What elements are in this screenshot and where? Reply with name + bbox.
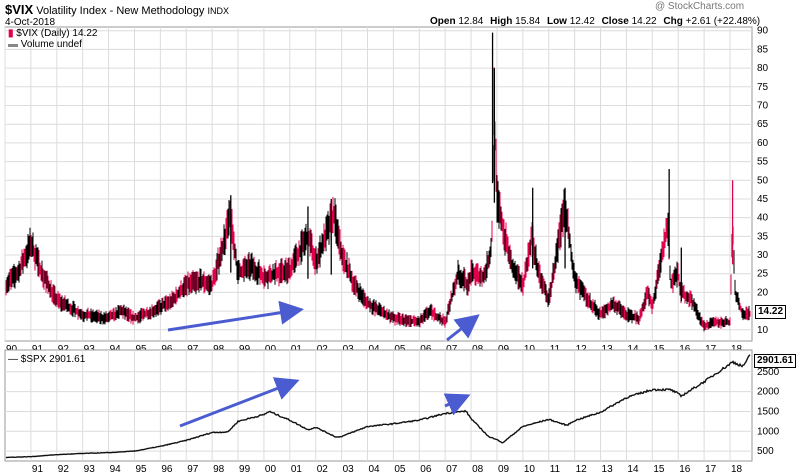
high-value: 15.84 (515, 16, 541, 27)
vix-y-tick-label: 85 (757, 44, 769, 55)
spx-y-tick-label: 1500 (757, 406, 780, 417)
volume-legend-label: Volume undef (20, 39, 82, 50)
exchange: INDX (207, 6, 229, 16)
close-value: 14.22 (631, 16, 657, 27)
spx-x-tick-label: 00 (265, 464, 277, 475)
vix-y-tick-label: 25 (757, 269, 769, 280)
vix-y-tick-label: 75 (757, 82, 769, 93)
spx-legend-label: $SPX 2901.61 (20, 354, 86, 365)
vix-panel: 1015202530354045505560657075808590909192… (4, 26, 769, 355)
spx-x-tick-label: 18 (731, 464, 743, 475)
spx-plot-area (4, 349, 753, 462)
spx-x-tick-label: 91 (32, 464, 44, 475)
spx-x-tick-label: 04 (368, 464, 380, 475)
ohlc-readout: Open 12.84 High 15.84 Low 12.42 Close 14… (430, 16, 760, 27)
vix-legend-label: $VIX (Daily) 14.22 (16, 28, 98, 39)
spx-x-tick-label: 03 (343, 464, 355, 475)
vix-y-tick-label: 35 (757, 231, 769, 242)
spx-y-tick-label: 2000 (757, 387, 780, 398)
spx-panel: 500 1000 1500 2000 2500 91 92 93 94 95 96 97 98 99 00 0… (4, 349, 780, 475)
close-label: Close (601, 16, 629, 27)
spx-y-tick-label: 500 (757, 446, 774, 457)
spx-x-tick-label: 17 (705, 464, 717, 475)
spx-x-tick-label: 94 (110, 464, 122, 475)
vix-y-tick-label: 20 (757, 287, 769, 298)
vix-y-tick-label: 10 (757, 325, 769, 336)
vix-trend-arrow-1 (167, 300, 304, 332)
vix-bars (5, 32, 751, 332)
chart-date: 4-Oct-2018 (5, 17, 56, 28)
open-value: 12.84 (458, 16, 484, 27)
vix-y-tick-label: 80 (757, 63, 769, 74)
high-label: High (490, 16, 513, 27)
spx-x-tick-label: 12 (576, 464, 588, 475)
vix-y-tick-label: 40 (757, 213, 769, 224)
vix-y-tick-label: 50 (757, 175, 769, 186)
spx-x-tick-label: 14 (627, 464, 639, 475)
spx-x-tick-label: 13 (602, 464, 614, 475)
vix-y-tick-label: 55 (757, 157, 769, 168)
vix-y-tick-label: 45 (757, 194, 769, 205)
spx-x-tick-label: 05 (394, 464, 406, 475)
spx-x-tick-label: 15 (653, 464, 665, 475)
vix-y-tick-label: 60 (757, 138, 769, 149)
vix-trend-arrow-2 (446, 314, 480, 342)
spx-x-tick-label: 16 (679, 464, 691, 475)
spx-x-tick-label: 10 (524, 464, 536, 475)
vix-y-tick-label: 65 (757, 119, 769, 130)
spx-x-tick-label: 08 (472, 464, 484, 475)
spx-x-tick-label: 92 (58, 464, 70, 475)
ticker-name: Volatility Index - New Methodology (36, 5, 205, 17)
spx-x-tick-label: 02 (317, 464, 329, 475)
spx-y-tick-label: 1000 (757, 426, 780, 437)
vix-y-tick-label: 30 (757, 250, 769, 261)
spx-x-tick-label: 98 (213, 464, 225, 475)
spx-x-tick-label: 01 (291, 464, 303, 475)
spx-trend-arrow-1 (179, 377, 300, 428)
chg-label: Chg (663, 16, 683, 27)
low-label: Low (546, 16, 567, 27)
spx-last-value-badge: 2901.61 (754, 354, 797, 368)
spx-x-tick-label: 93 (84, 464, 96, 475)
spx-x-tick-label: 99 (239, 464, 251, 475)
vix-last-value-badge: 14.22 (755, 305, 787, 319)
vix-legend: ▮ $VIX (Daily) 14.22 ▬ Volume undef (8, 28, 98, 50)
spx-x-tick-label: 95 (135, 464, 147, 475)
low-value: 12.42 (569, 16, 595, 27)
spx-price-line (6, 354, 751, 459)
vix-y-tick-label: 90 (757, 26, 769, 37)
spx-x-tick-label: 06 (420, 464, 432, 475)
vix-y-tick-label: 70 (757, 101, 769, 112)
spx-y-tick-label: 2500 (757, 367, 780, 378)
ticker-symbol: $VIX (5, 2, 34, 17)
chart-header: $VIX Volatility Index - New Methodology … (5, 2, 229, 17)
spx-x-tick-label: 97 (187, 464, 199, 475)
watermark: @ StockCharts.com (655, 1, 745, 12)
spx-x-tick-label: 96 (161, 464, 173, 475)
spx-x-tick-label: 11 (550, 464, 561, 475)
chg-value: +2.61 (+22.48%) (685, 16, 761, 27)
open-label: Open (430, 16, 456, 27)
spx-trend-arrow-2 (443, 393, 471, 416)
spx-legend: — $SPX 2901.61 (8, 354, 86, 365)
annotations (167, 300, 480, 428)
spx-x-tick-label: 07 (446, 464, 458, 475)
spx-x-tick-label: 09 (498, 464, 510, 475)
vix-plot-area (4, 26, 753, 342)
